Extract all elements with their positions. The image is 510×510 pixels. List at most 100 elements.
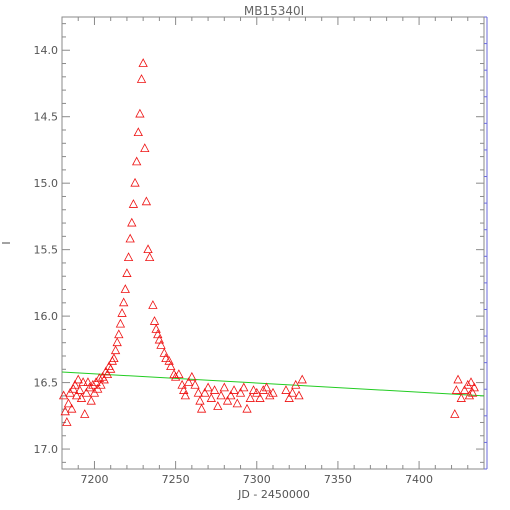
fit-curve xyxy=(61,371,485,397)
data-point xyxy=(148,300,158,309)
data-point xyxy=(156,340,166,349)
data-point xyxy=(177,379,187,389)
data-point xyxy=(94,373,104,383)
data-point xyxy=(138,58,148,67)
data-point xyxy=(245,393,255,402)
data-point xyxy=(265,390,275,400)
data-point xyxy=(99,374,109,384)
y-tick-label: 15.5 xyxy=(34,244,59,257)
data-point xyxy=(164,355,174,365)
data-point xyxy=(154,334,165,344)
data-point xyxy=(60,406,70,416)
data-point xyxy=(183,377,194,386)
data-point xyxy=(467,387,478,397)
data-point xyxy=(149,316,160,325)
data-point xyxy=(83,377,93,386)
data-point xyxy=(291,379,301,389)
data-point xyxy=(258,385,268,394)
data-point xyxy=(203,382,213,392)
data-point xyxy=(127,217,137,227)
x-axis: 7200 7250 7300 7350 7400 xyxy=(61,17,485,486)
data-point xyxy=(133,127,143,137)
data-point xyxy=(102,369,113,379)
plot-frame xyxy=(61,16,485,470)
data-point xyxy=(130,177,140,187)
y-axis-label: I xyxy=(0,241,13,244)
y-tick-label: 16.0 xyxy=(34,310,59,323)
data-point xyxy=(252,387,262,397)
data-point xyxy=(284,393,294,402)
x-tick-label: 7350 xyxy=(324,473,352,486)
y-tick-label: 14.0 xyxy=(34,44,59,57)
data-point xyxy=(63,398,74,408)
data-point xyxy=(187,371,197,381)
data-point xyxy=(166,361,176,371)
data-point xyxy=(128,199,139,208)
data-point xyxy=(179,385,189,394)
data-point xyxy=(456,393,466,402)
data-point xyxy=(248,385,259,394)
data-point xyxy=(268,387,278,397)
data-point xyxy=(140,143,150,153)
data-point xyxy=(281,385,291,394)
data-point xyxy=(190,379,200,389)
x-tick-label: 7200 xyxy=(80,473,108,486)
data-point xyxy=(297,374,307,384)
data-point xyxy=(86,395,96,405)
data-point xyxy=(62,417,72,426)
data-point xyxy=(88,379,98,389)
data-point xyxy=(75,385,85,394)
data-point xyxy=(106,363,116,373)
y-tick-label: 16.5 xyxy=(34,377,59,390)
data-point xyxy=(67,403,77,413)
data-point xyxy=(466,377,476,386)
data-point xyxy=(153,329,163,339)
data-point xyxy=(294,390,304,400)
y-axis: 14.0 14.5 15.0 15.5 16.0 16.5 17.0 xyxy=(34,16,487,470)
data-point xyxy=(73,374,83,384)
chart-title: MB15340I xyxy=(244,4,304,18)
data-point xyxy=(195,395,205,405)
data-point xyxy=(239,382,249,392)
data-point xyxy=(110,345,121,355)
data-point xyxy=(78,377,88,386)
data-point xyxy=(117,308,127,317)
data-point xyxy=(170,371,181,381)
data-point xyxy=(143,244,153,254)
data-point xyxy=(450,409,460,418)
data-point xyxy=(174,369,184,379)
fit-line xyxy=(61,371,485,397)
data-point xyxy=(109,353,119,363)
data-point xyxy=(213,401,223,410)
data-point xyxy=(161,353,171,363)
data-point xyxy=(122,268,132,277)
data-point xyxy=(206,393,216,402)
data-point xyxy=(216,390,226,400)
data-point xyxy=(229,385,239,394)
y-tick-label: 14.5 xyxy=(34,111,59,124)
data-point xyxy=(469,382,479,392)
data-point xyxy=(464,390,475,400)
data-point xyxy=(159,347,169,357)
data-point xyxy=(261,382,272,392)
data-point xyxy=(114,329,124,339)
data-point xyxy=(209,385,220,394)
data-point xyxy=(200,387,210,397)
data-point xyxy=(459,385,470,394)
data-point xyxy=(70,379,80,389)
data-point xyxy=(219,382,229,392)
data-point xyxy=(131,156,142,166)
data-point xyxy=(84,382,95,392)
data-point xyxy=(144,252,155,262)
x-axis-label: JD - 2450000 xyxy=(237,488,310,501)
data-point xyxy=(242,403,252,413)
data-point xyxy=(222,395,233,405)
data-point xyxy=(115,318,126,328)
data-point xyxy=(141,196,152,206)
data-point xyxy=(76,393,87,402)
data-point xyxy=(226,390,236,400)
data-point xyxy=(196,403,207,413)
x-tick-label: 7250 xyxy=(162,473,190,486)
data-point xyxy=(96,379,106,389)
